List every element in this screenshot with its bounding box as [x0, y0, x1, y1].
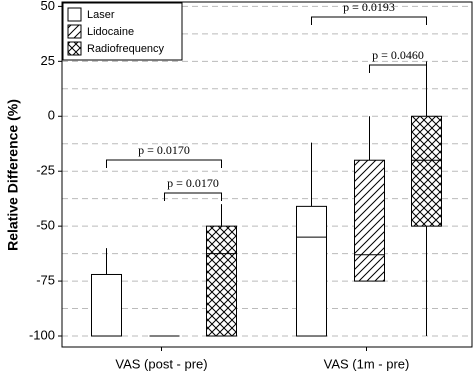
y-tick-label: 25 — [41, 53, 55, 68]
box — [354, 159, 385, 282]
p-value: p = 0.0170 — [138, 143, 190, 157]
box — [206, 225, 237, 337]
y-tick-label: -100 — [29, 327, 55, 342]
y-tick-label: -50 — [36, 218, 55, 233]
y-tick-label: 0 — [48, 108, 55, 123]
y-tick-label: -75 — [36, 273, 55, 288]
legend-swatch — [67, 7, 82, 22]
p-value: p = 0.0170 — [167, 176, 219, 190]
legend-label: Laser — [87, 9, 115, 21]
significance-bracket — [106, 159, 222, 168]
p-value: p = 0.0193 — [343, 0, 395, 14]
significance-bracket — [369, 64, 427, 73]
legend-swatch — [67, 41, 82, 56]
x-tick-label: VAS (post - pre) — [115, 356, 207, 371]
box — [296, 205, 327, 337]
y-tick-label: 50 — [41, 0, 55, 13]
x-tick-label: VAS (1m - pre) — [324, 356, 410, 371]
significance-bracket — [164, 192, 222, 201]
plot-frame — [61, 1, 473, 348]
box — [91, 273, 122, 337]
legend-label: Lidocaine — [87, 26, 134, 38]
legend-label: Radiofrequency — [87, 43, 165, 55]
box — [411, 115, 442, 227]
y-tick-label: -25 — [36, 163, 55, 178]
p-value: p = 0.0460 — [372, 48, 424, 62]
y-axis-label: Relative Difference (%) — [5, 99, 21, 251]
legend-frame — [62, 2, 183, 61]
legend-swatch — [67, 24, 82, 39]
significance-bracket — [311, 16, 427, 25]
